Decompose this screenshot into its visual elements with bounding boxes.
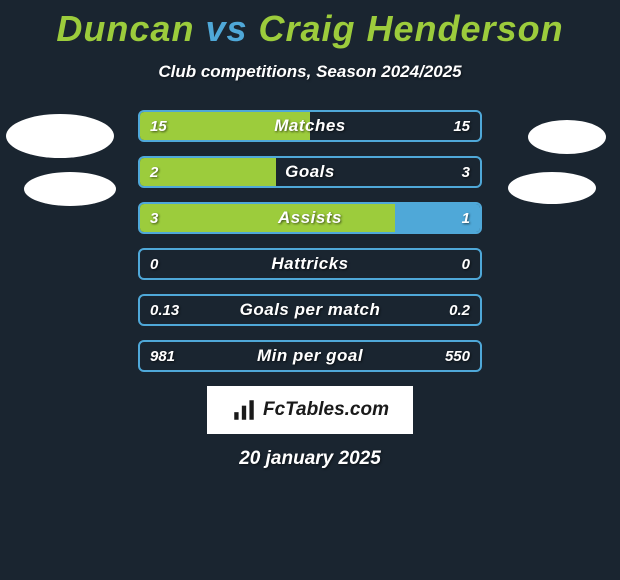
stat-row: 1515Matches — [138, 110, 482, 142]
stat-row: 981550Min per goal — [138, 340, 482, 372]
date: 20 january 2025 — [0, 448, 620, 470]
player1-avatar-placeholder — [6, 114, 114, 158]
stat-label: Goals — [140, 158, 480, 186]
main-title: Duncan vs Craig Henderson — [0, 8, 620, 50]
logo-text: FcTables.com — [263, 399, 389, 421]
player1-name: Duncan — [56, 8, 194, 49]
stat-row: 31Assists — [138, 202, 482, 234]
player2-avatar-placeholder — [528, 120, 606, 154]
vs-label: vs — [205, 8, 247, 49]
logo-box: FcTables.com — [207, 386, 413, 434]
stat-row: 00Hattricks — [138, 248, 482, 280]
stat-label: Min per goal — [140, 342, 480, 370]
subtitle: Club competitions, Season 2024/2025 — [0, 62, 620, 82]
stat-label: Hattricks — [140, 250, 480, 278]
stat-label: Matches — [140, 112, 480, 140]
player2-avatar-placeholder-2 — [508, 172, 596, 204]
stat-row: 0.130.2Goals per match — [138, 294, 482, 326]
comparison-infographic: Duncan vs Craig Henderson Club competiti… — [0, 0, 620, 470]
player2-name: Craig Henderson — [259, 8, 564, 49]
stats-area: 1515Matches 23Goals 31Assists 00Hattricks 0.… — [0, 110, 620, 372]
stat-row: 23Goals — [138, 156, 482, 188]
bar-chart-icon — [231, 397, 257, 423]
player1-avatar-placeholder-2 — [24, 172, 116, 206]
stat-label: Goals per match — [140, 296, 480, 324]
stat-rows: 1515Matches 23Goals 31Assists 00Hattricks 0.… — [138, 110, 482, 372]
stat-label: Assists — [140, 204, 480, 232]
